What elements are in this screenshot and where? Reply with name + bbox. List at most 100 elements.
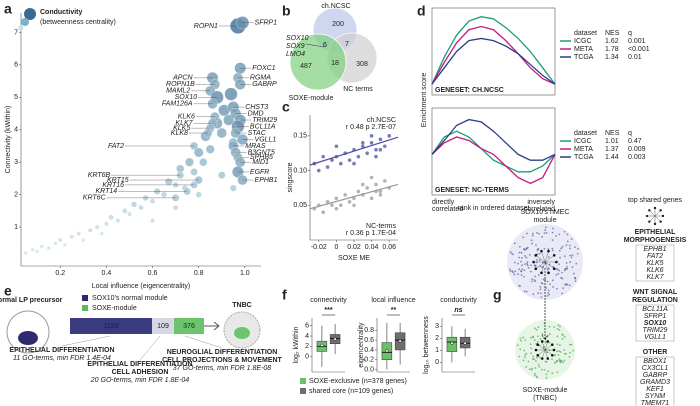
- node: [532, 293, 535, 296]
- connector: [139, 335, 161, 361]
- node: [530, 239, 533, 242]
- node: [510, 252, 513, 255]
- node: [572, 349, 575, 352]
- node: [569, 351, 572, 354]
- curve: [431, 16, 556, 85]
- icon-edge: [649, 215, 656, 222]
- node: [521, 268, 524, 271]
- gene-label: SOX10: [175, 94, 198, 101]
- gene-label: SPHB5: [250, 154, 273, 161]
- overlap-count: 7: [345, 41, 349, 48]
- point: [365, 186, 370, 190]
- node: [558, 358, 561, 360]
- node: [553, 326, 555, 328]
- node: [570, 238, 573, 240]
- node: [555, 235, 558, 237]
- icon-node: [659, 220, 662, 223]
- point: [361, 182, 365, 187]
- icon-node: [645, 214, 649, 218]
- node: [509, 270, 512, 273]
- node: [569, 284, 571, 287]
- gene-name: GABRP: [643, 372, 668, 379]
- panel-label: e: [4, 283, 12, 299]
- node: [570, 343, 573, 346]
- node: [561, 271, 563, 274]
- point: [334, 196, 339, 201]
- node: [560, 276, 562, 279]
- bubble: [94, 224, 100, 230]
- y-tick-label: 4: [305, 333, 309, 340]
- node: [533, 339, 536, 342]
- node: [523, 248, 525, 250]
- node: [545, 376, 548, 379]
- legend-swatch: [300, 388, 306, 394]
- point: [347, 200, 352, 204]
- point: [383, 179, 387, 183]
- node: [539, 338, 542, 340]
- node: [561, 245, 564, 248]
- node: [524, 356, 527, 359]
- node: [508, 268, 511, 271]
- node: [563, 230, 566, 233]
- gene-label: B3GNT5: [248, 149, 275, 156]
- node: [563, 255, 566, 258]
- q-value: 0.01: [628, 54, 642, 61]
- node: [526, 262, 528, 265]
- node: [577, 247, 579, 250]
- hub-node: [550, 353, 554, 357]
- node: [540, 292, 542, 295]
- gene-name: SYNM: [645, 393, 665, 400]
- bubble: [81, 238, 86, 243]
- node: [527, 360, 530, 363]
- y-tick-label: 7: [14, 29, 18, 36]
- node: [561, 333, 564, 336]
- nes-value: 1.62: [605, 38, 619, 45]
- bubble: [87, 227, 93, 233]
- node: [552, 286, 554, 288]
- arrow: [204, 321, 220, 331]
- series-stat: r 0.36 p 1.7E-04: [346, 230, 396, 237]
- point: [369, 175, 374, 180]
- subplot-title: connectivity: [310, 297, 347, 304]
- node: [542, 278, 545, 281]
- nes-value: 1.44: [605, 154, 619, 161]
- bubble: [195, 191, 202, 198]
- gene-label: LMO4: [286, 51, 305, 58]
- leader-line: [305, 43, 325, 48]
- nes-value: 1.01: [605, 138, 619, 145]
- bubble: [131, 201, 138, 208]
- node: [513, 273, 516, 276]
- node: [568, 343, 571, 346]
- node: [526, 261, 529, 264]
- hub-node: [540, 357, 544, 360]
- node: [524, 354, 527, 356]
- node: [563, 269, 566, 272]
- node: [535, 244, 537, 247]
- shared-title: top shared genes: [628, 197, 683, 204]
- point: [378, 147, 383, 152]
- y-tick-label: 2: [435, 335, 439, 342]
- gene-name: FAT2: [647, 253, 663, 260]
- node: [535, 261, 538, 264]
- module-title: SOX10's hMEC: [521, 209, 570, 216]
- significance: ns: [454, 307, 462, 314]
- node: [519, 285, 521, 287]
- hub-node: [555, 260, 558, 264]
- connector: [184, 335, 223, 349]
- y-tick-label: 6: [14, 62, 18, 69]
- node: [537, 292, 540, 295]
- icon-node: [653, 222, 657, 226]
- node: [544, 226, 547, 229]
- node: [565, 262, 568, 264]
- node: [529, 270, 532, 273]
- node: [565, 244, 568, 247]
- start-label: normal LP precursor: [0, 297, 63, 304]
- gene-name: CX3CL1: [642, 365, 669, 372]
- node: [545, 231, 548, 234]
- point: [378, 189, 383, 194]
- y-axis-title: Enrichment score: [421, 73, 428, 128]
- node: [556, 350, 559, 353]
- node: [518, 245, 521, 248]
- gene-box: [635, 304, 675, 342]
- edge: [544, 349, 548, 359]
